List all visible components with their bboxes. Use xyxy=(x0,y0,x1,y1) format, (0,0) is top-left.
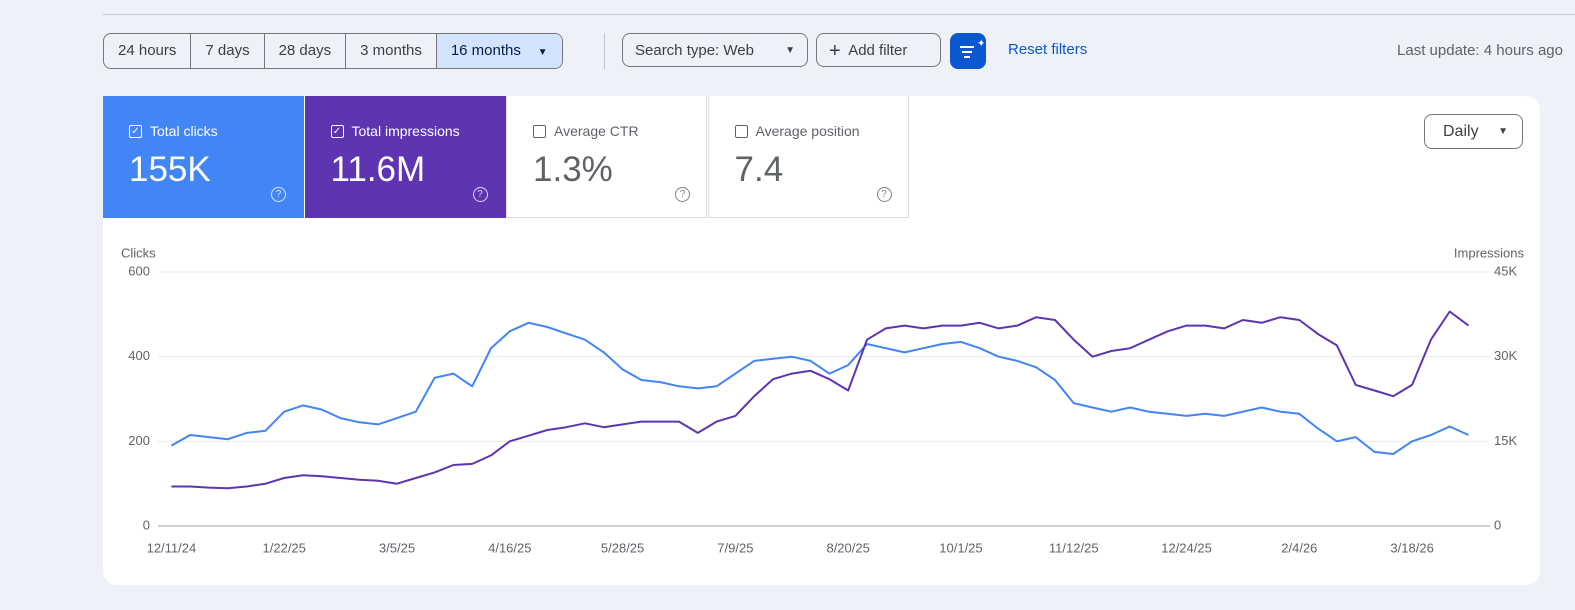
help-icon: ? xyxy=(472,187,488,202)
metric-value: 7.4 xyxy=(734,150,784,189)
metric-tile[interactable]: Average position 7.4? xyxy=(707,96,909,218)
metric-tile[interactable]: Average CTR 1.3%? xyxy=(506,96,707,218)
filter-icon-button[interactable]: ✦ xyxy=(950,33,986,69)
range-button[interactable]: 16 months ▼ xyxy=(435,34,562,68)
range-button[interactable]: 3 months xyxy=(345,34,436,68)
metric-value: 1.3% xyxy=(533,150,613,189)
search-type[interactable]: Search type: Web ▼ xyxy=(622,33,808,67)
granularity[interactable]: Daily ▼ xyxy=(1424,114,1523,149)
reset-filters[interactable]: Reset filters xyxy=(1008,41,1088,58)
range-button[interactable]: 7 days xyxy=(190,34,263,68)
checkbox: ✓ xyxy=(129,124,142,138)
help-icon: ? xyxy=(271,187,286,202)
range-button[interactable]: 24 hours xyxy=(118,42,177,59)
label: Daily xyxy=(1443,123,1479,140)
label: Add filter xyxy=(848,42,908,59)
metric-value: 155K xyxy=(129,150,211,189)
checkbox xyxy=(533,124,546,138)
metric-name: Average CTR xyxy=(554,123,639,139)
help-icon: ? xyxy=(876,187,892,202)
metric-value: 11.6M xyxy=(330,150,426,189)
range-selector: 24 hours 7 days 28 days 3 months 16 months ▼ xyxy=(103,33,563,69)
metric-tile[interactable]: ✓ Total impressions 11.6M? xyxy=(304,96,506,218)
svg-text:✦: ✦ xyxy=(977,39,985,50)
metric-name: Total clicks xyxy=(150,123,218,139)
metric-label: Average CTR xyxy=(533,123,639,139)
help-icon: ? xyxy=(675,187,690,202)
checkbox xyxy=(734,124,748,138)
metric-label: ✓ Total impressions xyxy=(330,123,460,139)
add-filter[interactable]: + Add filter xyxy=(816,33,941,67)
divider xyxy=(103,14,1575,15)
metric-tile[interactable]: ✓ Total clicks 155K? xyxy=(103,96,304,218)
range-button[interactable]: 28 days xyxy=(263,34,346,68)
metric-name: Average position xyxy=(755,123,860,139)
separator xyxy=(604,33,605,69)
checkbox: ✓ xyxy=(330,124,344,138)
metric-name: Total impressions xyxy=(351,123,460,139)
metric-label: ✓ Total clicks xyxy=(129,123,218,139)
label: Search type: Web xyxy=(635,42,754,59)
last-update: Last update: 4 hours ago xyxy=(1397,42,1563,59)
metric-label: Average position xyxy=(734,123,860,139)
